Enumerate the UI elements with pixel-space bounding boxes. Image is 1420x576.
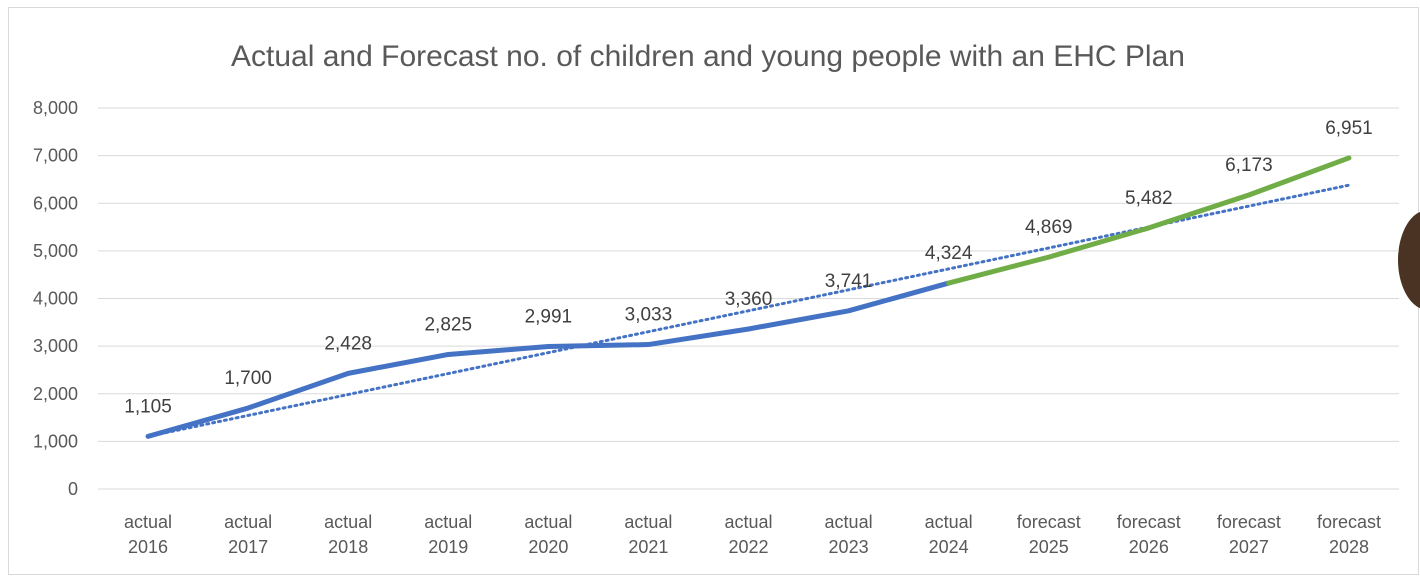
data-label: 3,360 xyxy=(725,289,773,310)
y-tick-label: 2,000 xyxy=(33,384,78,404)
x-tick-label: actual 2017 xyxy=(224,512,272,557)
data-label: 5,482 xyxy=(1125,188,1173,209)
y-tick-label: 5,000 xyxy=(33,241,78,261)
y-tick-label: 4,000 xyxy=(33,289,78,309)
chart-title: Actual and Forecast no. of children and … xyxy=(231,40,1185,73)
x-tick-label: actual 2022 xyxy=(724,512,772,557)
data-label: 6,951 xyxy=(1325,118,1373,139)
data-label: 6,173 xyxy=(1225,155,1273,176)
data-label: 3,033 xyxy=(625,305,673,326)
data-label: 2,825 xyxy=(424,314,472,335)
x-tick-label: actual 2020 xyxy=(524,512,572,557)
x-tick-label: actual 2023 xyxy=(825,512,873,557)
y-tick-label: 1,000 xyxy=(33,431,78,451)
x-tick-label: forecast 2027 xyxy=(1217,512,1281,557)
x-tick-label: actual 2016 xyxy=(124,512,172,557)
forecast-series-line xyxy=(946,155,1352,286)
chart-frame xyxy=(8,7,1419,575)
data-label: 1,105 xyxy=(124,396,172,417)
data-label: 3,741 xyxy=(825,271,873,292)
data-label: 1,700 xyxy=(224,368,272,389)
y-tick-label: 8,000 xyxy=(33,98,78,118)
data-label: 4,324 xyxy=(925,243,973,264)
y-tick-label: 6,000 xyxy=(33,193,78,213)
x-tick-label: forecast 2028 xyxy=(1317,512,1381,557)
y-tick-label: 0 xyxy=(68,479,78,499)
y-tick-label: 7,000 xyxy=(33,146,78,166)
x-tick-label: actual 2021 xyxy=(624,512,672,557)
data-label: 4,869 xyxy=(1025,217,1073,238)
x-tick-label: actual 2019 xyxy=(424,512,472,557)
x-tick-label: actual 2024 xyxy=(925,512,973,557)
data-label: 2,991 xyxy=(525,307,573,328)
x-tick-label: actual 2018 xyxy=(324,512,372,557)
x-tick-label: forecast 2025 xyxy=(1017,512,1081,557)
data-label: 2,428 xyxy=(324,333,372,354)
actual-series-line xyxy=(145,280,952,439)
decorative-shape xyxy=(1398,210,1420,310)
y-tick-label: 3,000 xyxy=(33,336,78,356)
x-tick-label: forecast 2026 xyxy=(1117,512,1181,557)
